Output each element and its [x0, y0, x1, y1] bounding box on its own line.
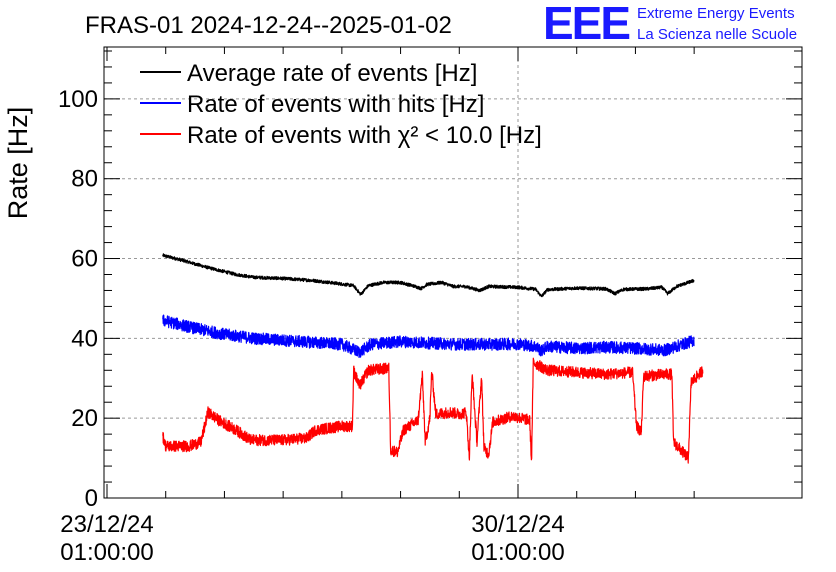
y-tick-label: 0 — [85, 485, 98, 512]
y-tick-label: 80 — [71, 166, 98, 193]
series-layer — [162, 253, 704, 464]
y-tick-label: 60 — [71, 246, 98, 273]
legend-label: Rate of events with hits [Hz] — [187, 91, 484, 118]
plot-frame — [103, 46, 803, 499]
legend-label: Rate of events with χ² < 10.0 [Hz] — [187, 122, 542, 149]
y-tick-label: 40 — [71, 325, 98, 352]
series-line — [162, 357, 704, 464]
series-line — [162, 253, 695, 298]
chart-title: FRAS-01 2024-12-24--2025-01-02 — [85, 12, 452, 39]
y-tick-label: 100 — [58, 86, 98, 113]
x-tick-label: 01:00:00 — [471, 539, 564, 566]
y-axis-label: Rate [Hz] — [3, 107, 33, 220]
x-tick-label: 30/12/24 — [471, 511, 564, 538]
legend: Average rate of events [Hz] Rate of event… — [140, 60, 542, 149]
y-tick-label: 20 — [71, 405, 98, 432]
series-line — [162, 314, 695, 358]
x-tick-label: 23/12/24 — [60, 511, 153, 538]
x-tick-label: 01:00:00 — [60, 539, 153, 566]
logo: EEE Extreme Energy Events La Scienza nel… — [543, 0, 797, 49]
axis-ticks — [104, 47, 802, 499]
logo-line1: Extreme Energy Events — [637, 5, 795, 22]
logo-line2: La Scienza nelle Scuole — [637, 26, 797, 43]
legend-label: Average rate of events [Hz] — [187, 60, 477, 87]
logo-mark: EEE — [543, 0, 629, 49]
y-tick-labels: 0 20 40 60 80 100 — [58, 86, 98, 512]
